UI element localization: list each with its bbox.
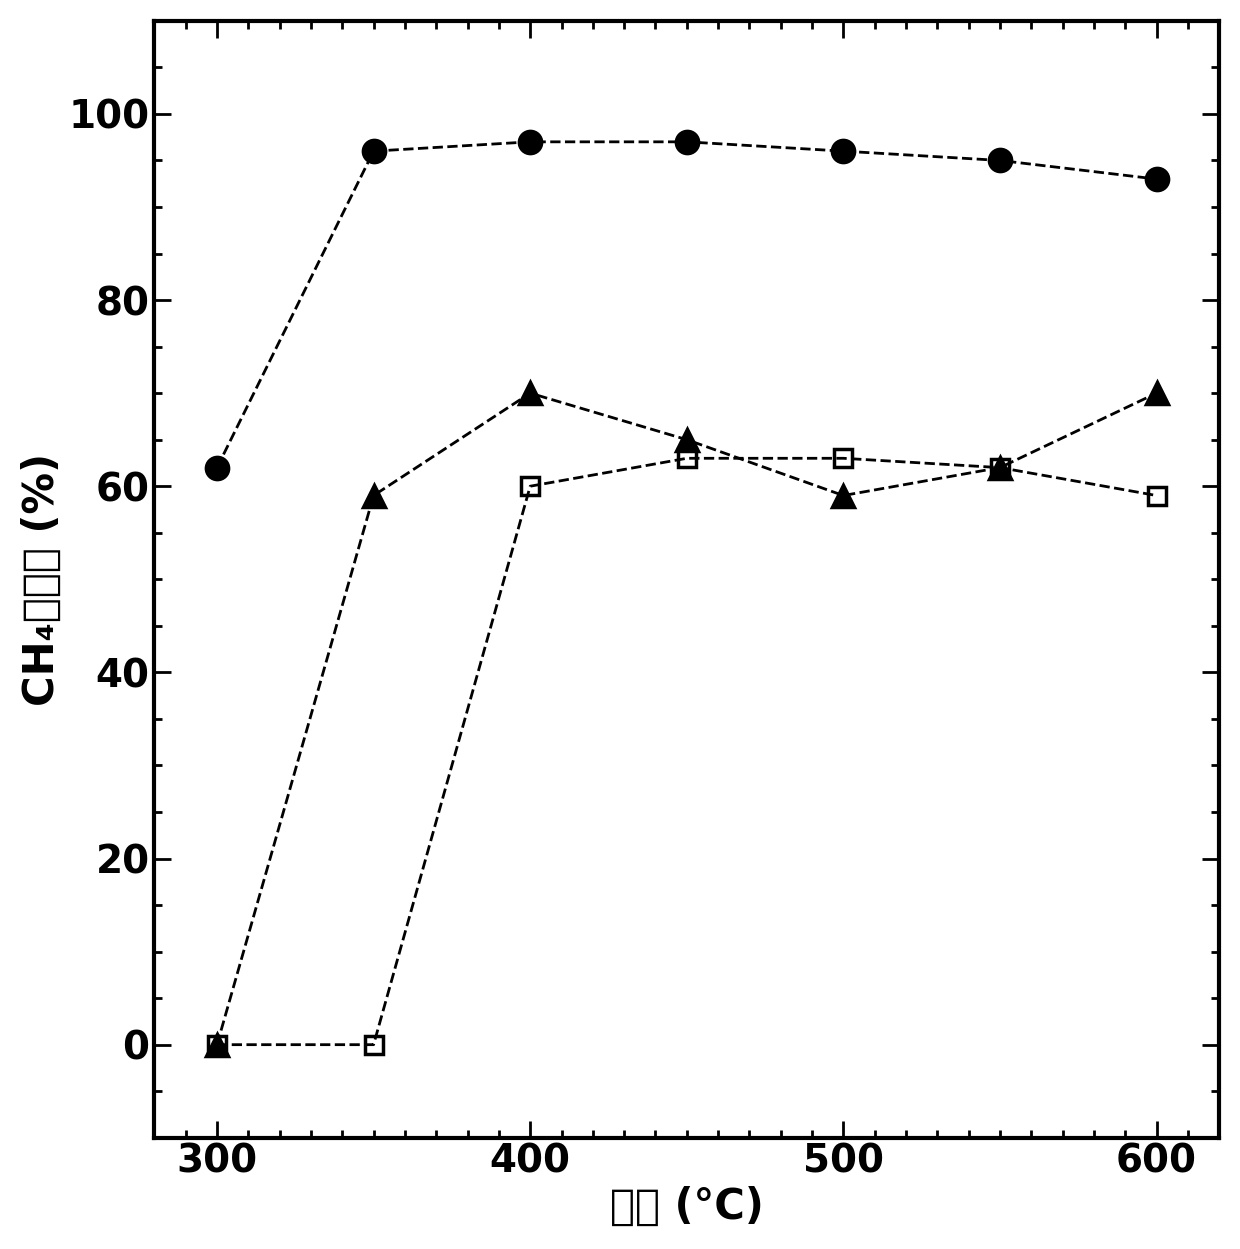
X-axis label: 温度 (°C): 温度 (°C) xyxy=(610,1187,764,1228)
Y-axis label: CH₄选择性 (%): CH₄选择性 (%) xyxy=(21,452,63,706)
